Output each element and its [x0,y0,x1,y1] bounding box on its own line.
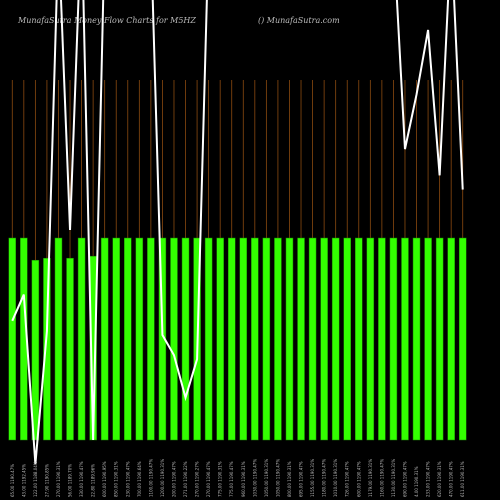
x-tick-label: 620.00 1190.31% [437,461,442,497]
bar [135,237,144,441]
x-tick-label: 611.00 1190.31% [460,461,465,497]
x-tick-label: 850.00 1190.31% [114,461,119,497]
bar [343,237,351,441]
x-tick-label: 960.00 1190.31% [241,461,246,497]
bar [227,237,236,441]
x-tick-label: 775.00 1190.47% [229,461,234,497]
x-tick-label: 65.00 1190.47% [10,464,15,497]
x-tick-label: 1200.00 1190.31% [160,459,165,497]
bar [458,237,467,441]
x-tick-label: 56.00 1189.70% [68,464,73,497]
bar [100,237,109,441]
bar [239,237,248,441]
x-tick-label: 775.00 1190.31% [218,461,223,497]
bar [158,237,167,441]
x-tick-label: 1179.00 1190.31% [368,459,373,497]
bar [66,257,74,441]
bar [43,257,51,441]
bar [412,237,421,441]
x-tick-label: 1155.00 1190.31% [310,459,315,497]
x-tick-label: 700.00 1190.64% [137,461,142,497]
x-tick-label: 4.00 1190.31% [414,466,419,497]
money-flow-line [11,0,464,465]
bar [216,237,224,441]
bar [297,237,305,441]
x-tick-label: 1050.00 1190.47% [275,459,280,497]
bar [31,259,40,441]
bar [251,237,259,441]
bar [424,237,432,441]
x-tick-label: 690.00 1190.47% [402,461,407,497]
x-tick-label: 230.00 1190.47% [125,461,130,497]
bar [389,237,398,441]
bar [435,237,444,441]
x-tick-label: 600.00 1190.47% [356,461,361,497]
bar [378,237,386,441]
x-tick-label: 270.00 1190.31% [56,461,61,497]
bar [355,237,363,441]
x-tick-label: 270.00 1190.47% [206,461,211,497]
x-tick-label: 1100.00 1190.47% [148,459,153,497]
x-tick-label: 233.00 1190.47% [426,461,431,497]
bar [112,237,120,441]
x-tick-label: 200.00 1190.47% [171,461,176,497]
bar [274,237,282,441]
bar [8,237,17,441]
bar [170,237,178,441]
bar [447,237,455,441]
x-tick-label: 22.80 1189.96% [91,464,96,497]
x-tick-label: 726.00 1190.47% [345,461,350,497]
x-tick-label: 695.00 1190.47% [299,461,304,497]
watermark: () MunafaSutra.com [258,16,340,25]
x-tick-label: 271.00 1190.22% [183,461,188,497]
bar [366,237,375,441]
x-tick-label: 330.00 1190.47% [79,461,84,497]
bar [54,237,63,441]
bar [124,237,132,441]
bar [262,237,271,441]
x-tick-label: 27.90 1190.85% [44,464,49,497]
x-tick-label: 800.00 1190.31% [287,461,292,497]
x-tick-label: 1050.00 1190.31% [264,459,269,497]
bar [320,237,328,441]
chart-title: MunafaSutra Money Flow Charts for M5HZ [17,16,196,25]
bar [285,237,294,441]
x-tick-label: 1180.00 1190.47% [322,459,327,497]
bar [401,237,409,441]
bar [308,237,317,441]
bar [147,237,155,441]
bar [77,237,86,441]
x-tick-label: 1160.00 1190.47% [379,459,384,497]
bar [331,237,340,441]
x-tick-label: 600.00 1190.95% [102,461,107,497]
x-tick-label: 1130.00 1190.31% [391,459,396,497]
bar [181,237,190,441]
x-tick-label: 43.00 1192.45% [21,464,26,497]
bar [204,237,213,441]
x-tick-label: 1030.00 1190.47% [252,459,257,497]
x-tick-label: 470.00 1190.47% [449,461,454,497]
x-tick-label: 122.00 1188.04% [33,461,38,497]
x-tick-label: 270.00 1190.27% [195,461,200,497]
x-tick-label: 1010.00 1190.31% [333,459,338,497]
